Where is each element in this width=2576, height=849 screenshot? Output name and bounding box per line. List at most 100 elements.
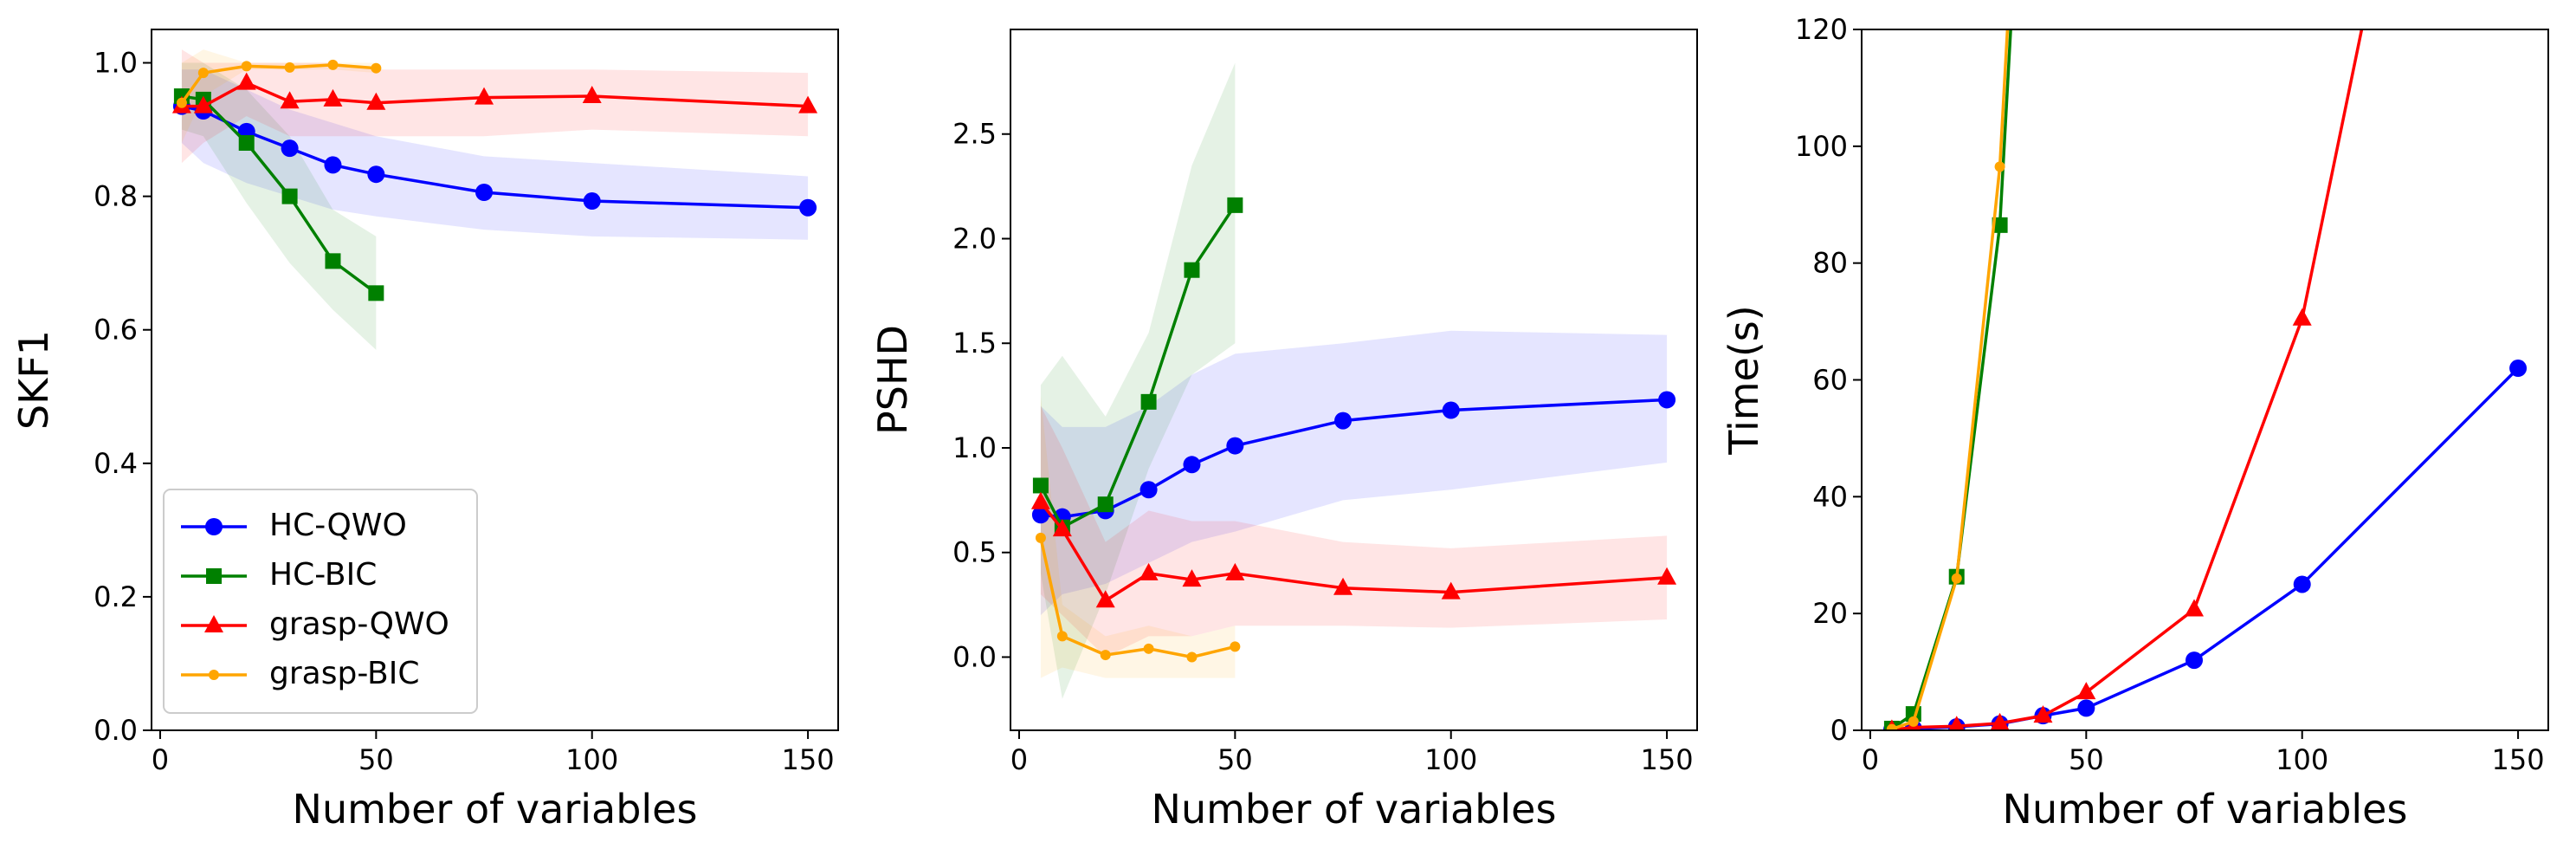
x-tick-label: 0 xyxy=(1862,743,1879,776)
marker xyxy=(327,59,339,70)
marker xyxy=(1186,651,1198,663)
marker xyxy=(2292,308,2312,326)
y-tick-label: 1.0 xyxy=(952,431,997,464)
marker xyxy=(1032,477,1049,494)
x-tick-label: 150 xyxy=(2492,743,2545,776)
marker xyxy=(798,95,818,113)
y-tick-label: 0 xyxy=(1830,714,1848,747)
marker xyxy=(371,62,382,74)
marker xyxy=(1227,197,1243,213)
marker xyxy=(2077,699,2095,717)
marker xyxy=(1658,391,1676,409)
series-line xyxy=(1039,537,1236,659)
marker xyxy=(1908,716,1919,727)
subplot: 0 50 100 150 0 20 40 60 80 100 120 Number of variab… xyxy=(1721,13,2549,833)
axes-frame xyxy=(151,29,839,731)
marker xyxy=(2293,575,2311,593)
y-tick-label: 1.0 xyxy=(94,47,138,80)
series-line xyxy=(1891,366,2520,730)
y-tick-label: 2.5 xyxy=(952,118,997,151)
marker xyxy=(284,62,295,73)
marker xyxy=(1990,712,2010,730)
y-tick-label: 100 xyxy=(1795,130,1848,163)
marker xyxy=(1140,481,1158,499)
x-axis-label: Number of variables xyxy=(2003,786,2408,833)
y-tick-label: 80 xyxy=(1812,247,1848,280)
marker xyxy=(236,72,256,90)
series-line xyxy=(1891,29,2010,730)
x-tick-label: 150 xyxy=(1641,743,1694,776)
marker xyxy=(1994,161,2005,172)
y-tick-label: 120 xyxy=(1795,13,1848,46)
marker xyxy=(1226,437,1244,455)
legend-marker xyxy=(209,670,219,680)
series-line xyxy=(1891,29,2364,730)
y-tick-label: 0.8 xyxy=(94,180,138,213)
y-tick-label: 0.4 xyxy=(94,447,138,480)
marker xyxy=(280,91,300,109)
y-axis-label: PSHD xyxy=(869,325,916,435)
legend-marker xyxy=(204,615,223,632)
marker xyxy=(1184,262,1200,278)
marker xyxy=(367,165,385,184)
legend-label: HC-BIC xyxy=(269,557,377,593)
plot-area xyxy=(1882,29,2528,730)
marker xyxy=(583,192,601,211)
marker xyxy=(1948,716,1965,730)
marker xyxy=(197,68,209,79)
marker xyxy=(1225,562,1245,580)
legend-label: HC-QWO xyxy=(269,508,407,543)
marker xyxy=(1052,519,1072,537)
marker xyxy=(1097,496,1114,513)
legend: HC-QWO HC-BIC grasp-QWO grasp-BIC xyxy=(163,489,478,714)
y-tick-label: 0.0 xyxy=(952,640,997,673)
marker xyxy=(1183,456,1201,474)
marker xyxy=(323,88,343,107)
legend-marker xyxy=(205,518,223,535)
plot-area xyxy=(171,49,818,350)
marker xyxy=(2185,651,2204,670)
series-line xyxy=(1890,29,2012,730)
marker xyxy=(1886,723,1897,730)
marker xyxy=(324,156,342,174)
marker xyxy=(475,87,494,105)
marker xyxy=(1030,491,1050,509)
marker xyxy=(1992,217,2008,233)
y-tick-label: 0.0 xyxy=(94,714,138,747)
axes-frame xyxy=(1861,29,2549,731)
marker xyxy=(1095,590,1115,608)
y-tick-label: 0.5 xyxy=(952,536,997,569)
marker xyxy=(1951,573,1962,584)
marker xyxy=(2033,705,2053,723)
marker xyxy=(366,92,386,110)
marker xyxy=(193,95,213,113)
x-tick-label: 100 xyxy=(565,743,618,776)
y-tick-label: 0.6 xyxy=(94,314,138,347)
marker xyxy=(1143,643,1154,654)
marker xyxy=(1056,631,1068,642)
marker xyxy=(475,183,494,201)
marker xyxy=(368,285,384,301)
y-tick-label: 1.5 xyxy=(952,327,997,360)
confidence-band xyxy=(1040,330,1668,616)
marker xyxy=(1140,393,1157,410)
x-tick-label: 0 xyxy=(152,743,169,776)
marker xyxy=(176,97,187,108)
marker xyxy=(2076,682,2096,700)
marker xyxy=(2509,360,2528,378)
marker xyxy=(1657,567,1677,585)
marker xyxy=(1441,581,1461,599)
marker xyxy=(281,188,298,204)
plot-area xyxy=(1030,62,1677,699)
series-line xyxy=(180,63,377,104)
marker xyxy=(1334,412,1353,430)
x-axis-label: Number of variables xyxy=(293,786,698,833)
marker xyxy=(238,134,255,151)
marker xyxy=(325,253,341,269)
confidence-band xyxy=(181,49,809,164)
x-axis-label: Number of variables xyxy=(1152,786,1557,833)
marker xyxy=(281,139,299,158)
y-axis-label: SKF1 xyxy=(10,330,57,430)
y-tick-label: 60 xyxy=(1812,364,1848,397)
